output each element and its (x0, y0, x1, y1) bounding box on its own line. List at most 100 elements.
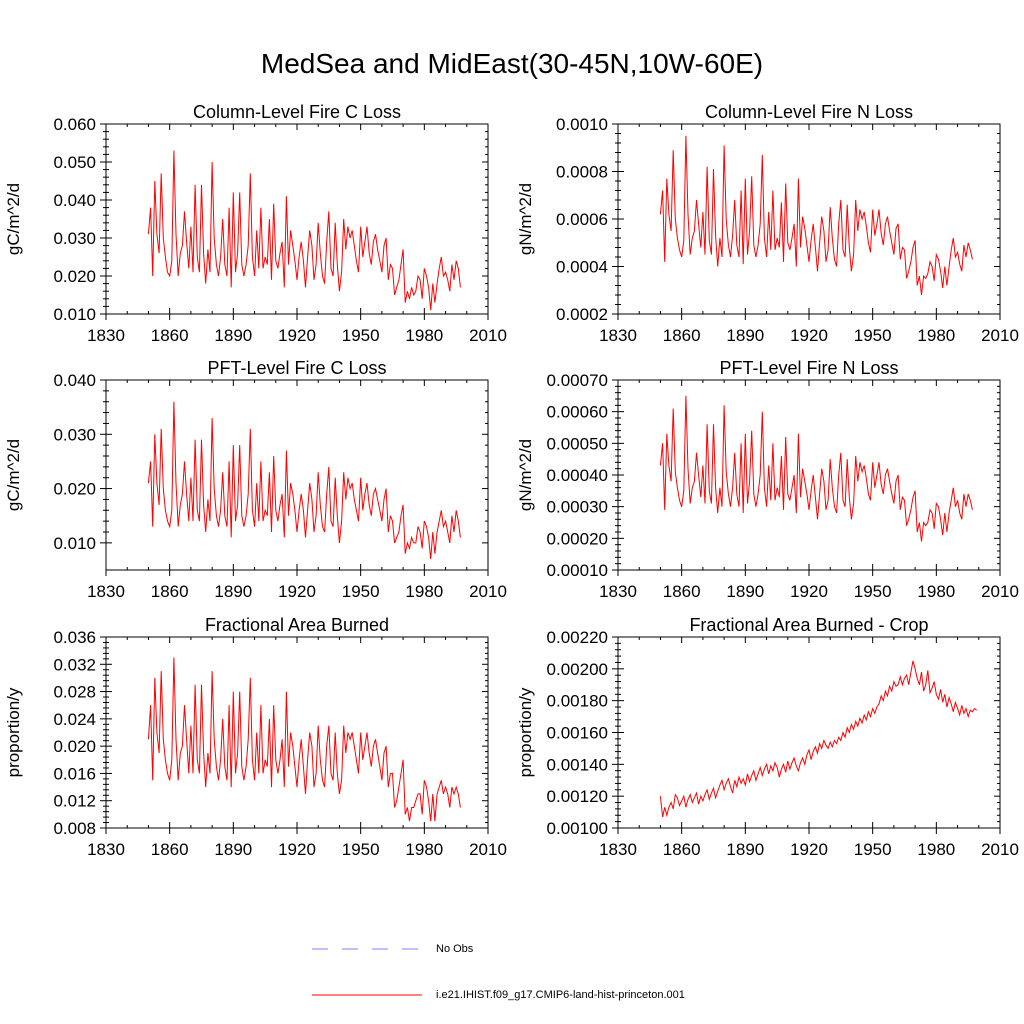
x-tick-label: 1890 (214, 326, 252, 345)
y-axis-label: gC/m^2/d (4, 439, 23, 511)
y-tick-label: 0.00020 (547, 529, 608, 548)
chart-panel-5: Fractional Area Burned 1830 1860 1890 1920 19… (4, 615, 507, 859)
series-line (147, 150, 461, 311)
plot-frame (105, 123, 489, 315)
x-tick-label: 1920 (278, 326, 316, 345)
series-line (147, 657, 461, 822)
y-axis-label: gN/m^2/d (516, 183, 535, 255)
x-tick-label: 1890 (214, 840, 252, 859)
x-tick-label: 1860 (151, 326, 189, 345)
x-tick-label: 1920 (790, 326, 828, 345)
x-tick-label: 2010 (981, 326, 1019, 345)
y-tick-label: 0.00200 (547, 660, 608, 679)
y-tick-label: 0.00220 (547, 628, 608, 647)
y-tick-label: 0.024 (53, 710, 96, 729)
plot-frame (617, 636, 1001, 829)
panel-title: Fractional Area Burned (205, 615, 389, 635)
y-tick-label: 0.00140 (547, 755, 608, 774)
x-tick-label: 1950 (854, 326, 892, 345)
x-tick-label: 1860 (663, 840, 701, 859)
x-tick-label: 1890 (726, 840, 764, 859)
x-tick-label: 1860 (151, 840, 189, 859)
chart-panel-6: Fractional Area Burned - Crop 1830 1860 189… (516, 615, 1019, 859)
x-tick-label: 1890 (726, 582, 764, 601)
series-line (147, 401, 461, 560)
x-tick-label: 1980 (405, 582, 443, 601)
y-tick-label: 0.0008 (556, 163, 608, 182)
x-tick-label: 1920 (790, 582, 828, 601)
y-tick-label: 0.036 (53, 628, 96, 647)
x-tick-label: 2010 (981, 840, 1019, 859)
y-tick-label: 0.0002 (556, 305, 608, 324)
chart-panel-1: Column-Level Fire C Loss 1830 1860 1890 1920… (4, 102, 507, 345)
y-tick-label: 0.00180 (547, 692, 608, 711)
chart-panel-4: PFT-Level Fire N Loss 1830 1860 1890 1920 195… (516, 358, 1019, 601)
x-tick-label: 1860 (663, 582, 701, 601)
y-tick-label: 0.040 (53, 191, 96, 210)
x-tick-label: 1980 (405, 840, 443, 859)
y-tick-label: 0.00030 (547, 498, 608, 517)
x-tick-label: 1950 (854, 840, 892, 859)
x-tick-label: 1920 (278, 582, 316, 601)
y-tick-label: 0.0006 (556, 210, 608, 229)
y-tick-label: 0.00050 (547, 434, 608, 453)
series-line (659, 395, 973, 542)
y-tick-label: 0.00160 (547, 724, 608, 743)
y-axis-label: gC/m^2/d (4, 183, 23, 255)
y-tick-label: 0.050 (53, 153, 96, 172)
panel-title: PFT-Level Fire N Loss (719, 358, 898, 378)
y-tick-label: 0.028 (53, 683, 96, 702)
y-tick-label: 0.060 (53, 115, 96, 134)
x-tick-label: 2010 (469, 582, 507, 601)
x-tick-label: 1890 (214, 582, 252, 601)
x-tick-label: 1860 (151, 582, 189, 601)
x-tick-label: 2010 (469, 326, 507, 345)
figure-title: MedSea and MidEast(30-45N,10W-60E) (260, 48, 764, 79)
x-tick-label: 1830 (87, 326, 125, 345)
x-tick-label: 1830 (599, 840, 637, 859)
y-tick-label: 0.016 (53, 764, 96, 783)
x-tick-label: 1890 (726, 326, 764, 345)
y-tick-label: 0.00100 (547, 819, 608, 838)
y-tick-label: 0.020 (53, 737, 96, 756)
x-tick-label: 2010 (981, 582, 1019, 601)
chart-panel-2: Column-Level Fire N Loss 1830 1860 1890 1920… (516, 102, 1019, 345)
y-tick-label: 0.008 (53, 819, 96, 838)
y-tick-label: 0.00070 (547, 371, 608, 390)
x-tick-label: 1830 (87, 840, 125, 859)
y-tick-label: 0.00120 (547, 787, 608, 806)
x-tick-label: 1860 (663, 326, 701, 345)
y-tick-label: 0.00060 (547, 403, 608, 422)
x-tick-label: 1980 (917, 326, 955, 345)
x-tick-label: 1920 (278, 840, 316, 859)
x-tick-label: 1980 (405, 326, 443, 345)
y-tick-label: 0.032 (53, 655, 96, 674)
x-tick-label: 1950 (342, 840, 380, 859)
y-tick-label: 0.0010 (556, 115, 608, 134)
x-tick-label: 1980 (917, 582, 955, 601)
series-line (659, 135, 973, 296)
y-tick-label: 0.030 (53, 425, 96, 444)
x-tick-label: 1980 (917, 840, 955, 859)
y-tick-label: 0.0004 (556, 258, 608, 277)
x-tick-label: 1950 (342, 582, 380, 601)
panel-title: PFT-Level Fire C Loss (207, 358, 386, 378)
y-tick-label: 0.00040 (547, 466, 608, 485)
y-axis-label: proportion/y (4, 687, 23, 777)
chart-panel-3: PFT-Level Fire C Loss 1830 1860 1890 1920 195… (4, 358, 507, 601)
panel-title: Column-Level Fire N Loss (705, 102, 913, 122)
y-tick-label: 0.030 (53, 229, 96, 248)
y-axis-label: gN/m^2/d (516, 439, 535, 511)
x-tick-label: 1950 (854, 582, 892, 601)
series-line (659, 660, 977, 818)
y-tick-label: 0.020 (53, 267, 96, 286)
panel-title: Fractional Area Burned - Crop (689, 615, 928, 635)
y-tick-label: 0.040 (53, 371, 96, 390)
y-tick-label: 0.010 (53, 305, 96, 324)
x-tick-label: 1830 (599, 326, 637, 345)
y-axis-label: proportion/y (516, 687, 535, 777)
x-tick-label: 1920 (790, 840, 828, 859)
x-tick-label: 1950 (342, 326, 380, 345)
y-tick-label: 0.00010 (547, 561, 608, 580)
